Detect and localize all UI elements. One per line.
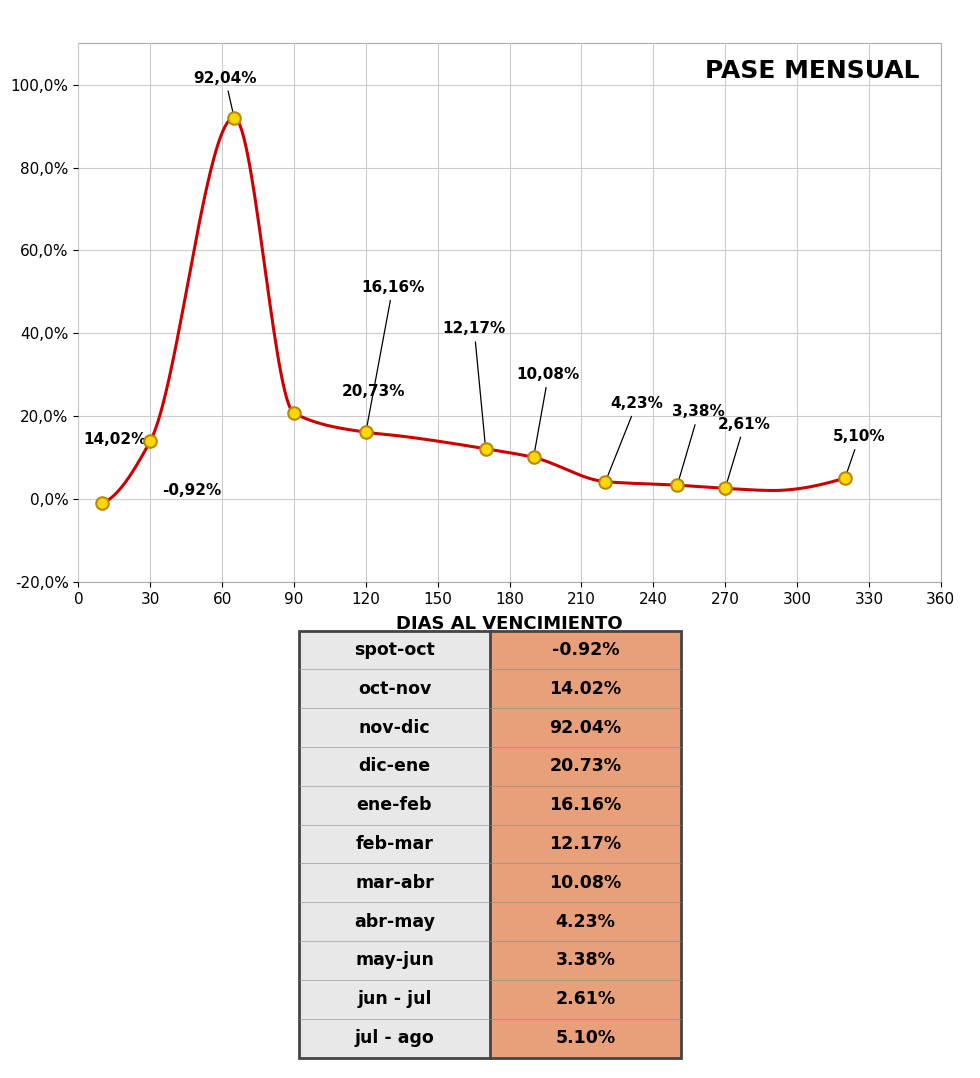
Text: 12.17%: 12.17% [550,835,621,853]
X-axis label: DIAS AL VENCIMIENTO: DIAS AL VENCIMIENTO [396,616,623,633]
Text: -0,92%: -0,92% [163,483,221,498]
Text: 92.04%: 92.04% [550,719,621,736]
Text: 2,61%: 2,61% [718,417,771,486]
Text: 16.16%: 16.16% [550,797,621,814]
Text: PASE MENSUAL: PASE MENSUAL [705,59,919,83]
Text: 14,02%: 14,02% [83,431,147,446]
Text: 4.23%: 4.23% [556,913,615,930]
Text: may-jun: may-jun [355,952,434,969]
Text: 20.73%: 20.73% [550,758,621,775]
Text: jul - ago: jul - ago [355,1029,434,1047]
Text: ene-feb: ene-feb [357,797,432,814]
Text: 20,73%: 20,73% [342,384,406,399]
Text: 16,16%: 16,16% [361,280,424,429]
Text: 3.38%: 3.38% [556,952,615,969]
Text: mar-abr: mar-abr [355,874,434,892]
Text: 10.08%: 10.08% [550,874,621,892]
Text: spot-oct: spot-oct [354,641,435,659]
Text: 4,23%: 4,23% [607,396,663,479]
Text: 5,10%: 5,10% [833,429,886,475]
Text: dic-ene: dic-ene [359,758,430,775]
Text: 12,17%: 12,17% [443,321,506,446]
Text: 14.02%: 14.02% [550,680,621,697]
Text: 5.10%: 5.10% [556,1029,615,1047]
Text: 10,08%: 10,08% [516,367,580,455]
Text: 3,38%: 3,38% [672,404,725,483]
Text: 92,04%: 92,04% [193,70,257,115]
Text: nov-dic: nov-dic [359,719,430,736]
Text: jun - jul: jun - jul [357,991,432,1008]
Text: feb-mar: feb-mar [356,835,433,853]
Text: 2.61%: 2.61% [556,991,615,1008]
Text: abr-may: abr-may [354,913,435,930]
Text: oct-nov: oct-nov [358,680,431,697]
Text: -0.92%: -0.92% [552,641,619,659]
